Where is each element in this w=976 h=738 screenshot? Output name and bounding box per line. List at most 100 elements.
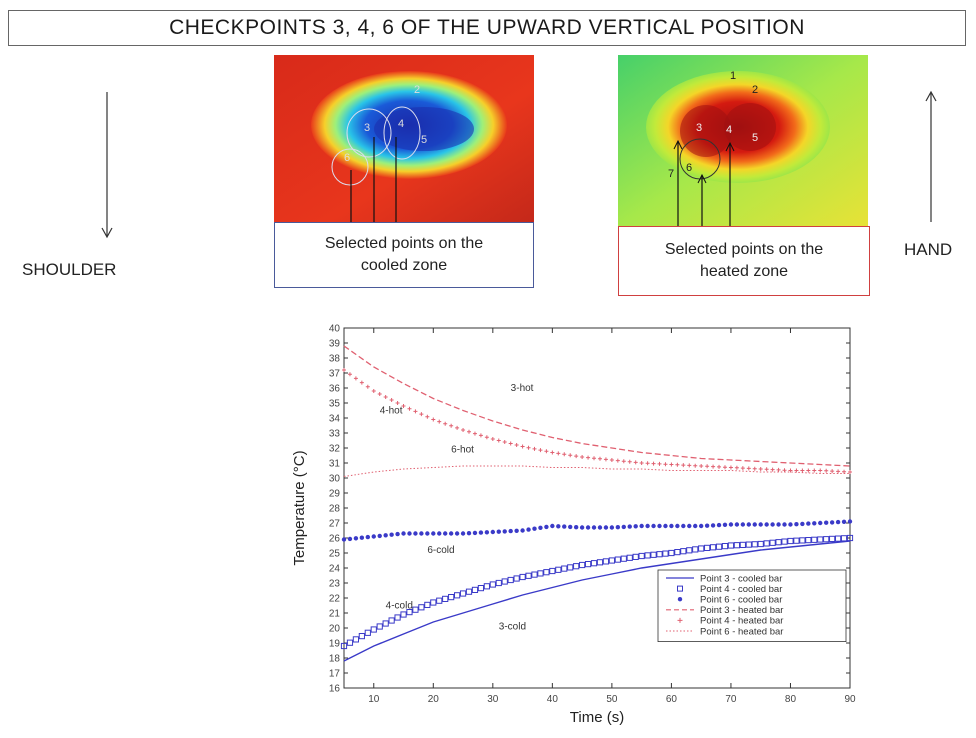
- legend-item: Point 4 - heated bar: [677, 616, 783, 627]
- series-marker: [615, 525, 621, 530]
- series-marker: [483, 583, 490, 590]
- series-marker: [806, 468, 811, 473]
- y-tick-label: 20: [329, 624, 341, 635]
- legend-label: Point 4 - heated bar: [700, 616, 783, 627]
- series-marker: [680, 548, 687, 555]
- series-marker: [388, 617, 395, 624]
- series-marker: [436, 597, 443, 604]
- series-marker: [597, 456, 602, 461]
- series-marker: [496, 529, 501, 534]
- series-marker: [431, 531, 436, 536]
- series-marker: [848, 470, 852, 474]
- y-tick-label: 38: [329, 354, 341, 365]
- series-marker: [657, 523, 662, 529]
- series-2: [340, 534, 854, 650]
- series-marker: [644, 552, 651, 559]
- series-marker: [537, 570, 544, 577]
- series-marker: [763, 540, 770, 547]
- series-marker: [811, 536, 818, 543]
- series-marker: [752, 466, 757, 471]
- series-marker: [359, 535, 365, 540]
- series-marker: [573, 525, 579, 530]
- series-marker: [752, 522, 757, 527]
- legend-swatch: [677, 585, 683, 592]
- series-marker: [704, 523, 710, 528]
- y-tick-label: 36: [329, 384, 341, 395]
- series-marker: [841, 519, 847, 524]
- legend-item: Point 3 - heated bar: [666, 605, 783, 616]
- series-line: [343, 465, 850, 477]
- series-marker: [347, 536, 353, 542]
- series-marker: [639, 523, 644, 529]
- series-marker: [788, 468, 793, 473]
- series-marker: [621, 459, 626, 464]
- series-marker: [728, 522, 734, 527]
- series-marker: [818, 520, 823, 526]
- series-marker: [715, 543, 723, 550]
- series-marker: [407, 531, 412, 536]
- series-marker: [538, 448, 543, 453]
- series-marker: [526, 445, 531, 450]
- series-marker: [793, 537, 800, 544]
- heated-point-4: 4: [726, 124, 732, 136]
- x-axis-label: Time (s): [570, 709, 624, 726]
- heated-point-6: 6: [686, 162, 692, 174]
- series-marker: [419, 412, 424, 417]
- series-3: [341, 519, 853, 542]
- cooled-point-2: 2: [414, 84, 420, 96]
- series-marker: [776, 467, 781, 472]
- y-tick-label: 28: [329, 504, 341, 515]
- series-marker: [454, 531, 460, 536]
- series-marker: [739, 541, 746, 549]
- series-marker: [508, 441, 513, 446]
- series-marker: [794, 522, 799, 527]
- series-marker: [556, 451, 561, 456]
- series-marker: [675, 523, 680, 529]
- series-marker: [764, 522, 769, 527]
- series-marker: [550, 523, 555, 529]
- series-5: [342, 368, 852, 474]
- series-marker: [538, 525, 543, 530]
- heated-caption-line-1: Selected points on the: [664, 241, 824, 258]
- series-marker: [579, 561, 586, 569]
- series-marker: [568, 453, 573, 458]
- y-tick-label: 33: [329, 429, 341, 440]
- series-marker: [513, 575, 520, 582]
- series-marker: [358, 633, 365, 640]
- y-tick-label: 39: [329, 339, 341, 350]
- series-marker: [704, 544, 711, 552]
- series-marker: [775, 539, 782, 546]
- series-annotation: 6-hot: [451, 445, 474, 456]
- series-marker: [716, 522, 722, 528]
- series-marker: [532, 446, 537, 451]
- series-marker: [693, 523, 698, 529]
- y-tick-label: 27: [329, 519, 341, 530]
- series-marker: [835, 519, 841, 525]
- x-tick-label: 60: [666, 694, 678, 705]
- series-marker: [353, 376, 358, 381]
- series-marker: [579, 525, 585, 530]
- series-marker: [817, 536, 824, 543]
- series-marker: [711, 464, 716, 469]
- series-marker: [562, 452, 567, 457]
- series-marker: [370, 626, 377, 633]
- series-marker: [489, 581, 496, 588]
- series-marker: [502, 440, 507, 444]
- series-marker: [639, 461, 644, 465]
- x-tick-label: 40: [547, 694, 559, 705]
- series-marker: [562, 524, 567, 529]
- series-marker: [651, 461, 656, 466]
- legend-label: Point 6 - cooled bar: [700, 595, 782, 606]
- series-marker: [758, 467, 763, 471]
- legend-swatch: [677, 617, 683, 623]
- series-marker: [425, 414, 430, 419]
- series-marker: [501, 578, 508, 585]
- series-marker: [382, 620, 389, 627]
- series-marker: [806, 521, 811, 526]
- series-marker: [574, 454, 579, 459]
- series-marker: [555, 566, 562, 573]
- series-marker: [467, 429, 472, 434]
- heated-point-3: 3: [696, 122, 702, 134]
- series-marker: [620, 555, 627, 562]
- series-marker: [431, 417, 436, 422]
